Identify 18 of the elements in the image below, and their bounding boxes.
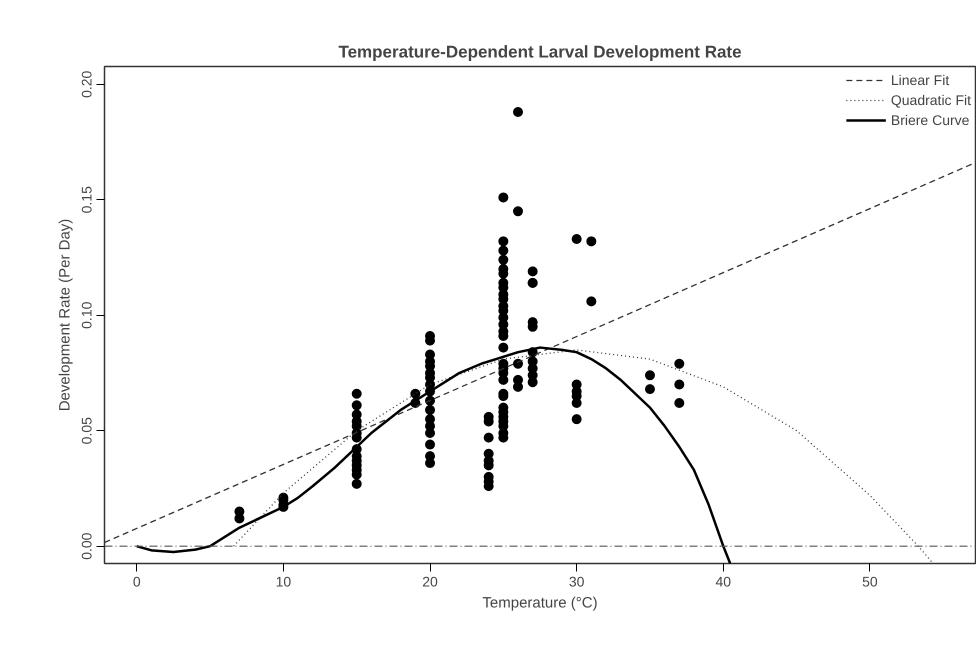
x-tick-label: 0 — [132, 574, 141, 590]
y-tick-label: 0.20 — [78, 70, 94, 98]
line-series — [136, 346, 732, 564]
y-tick-label: 0.00 — [78, 532, 94, 560]
legend-label: Linear Fit — [890, 72, 950, 88]
x-tick-label: 10 — [276, 574, 292, 590]
chart-title: Temperature-Dependent Larval Development Rate — [338, 42, 742, 62]
x-tick-label: 40 — [716, 574, 732, 590]
y-tick-label: 0.05 — [78, 416, 94, 444]
y-tick-label: 0.10 — [78, 301, 94, 329]
x-tick-label: 50 — [862, 574, 878, 590]
x-tick-label: 30 — [568, 574, 585, 590]
legend-label: Briere Curve — [890, 112, 970, 128]
legend-label: Quadratic Fit — [890, 92, 971, 108]
x-axis-title: Temperature (°C) — [482, 594, 598, 612]
y-axis-title: Development Rate (Per Day) — [56, 218, 74, 412]
x-tick-label: 20 — [422, 574, 438, 590]
y-tick-label: 0.15 — [78, 186, 94, 214]
